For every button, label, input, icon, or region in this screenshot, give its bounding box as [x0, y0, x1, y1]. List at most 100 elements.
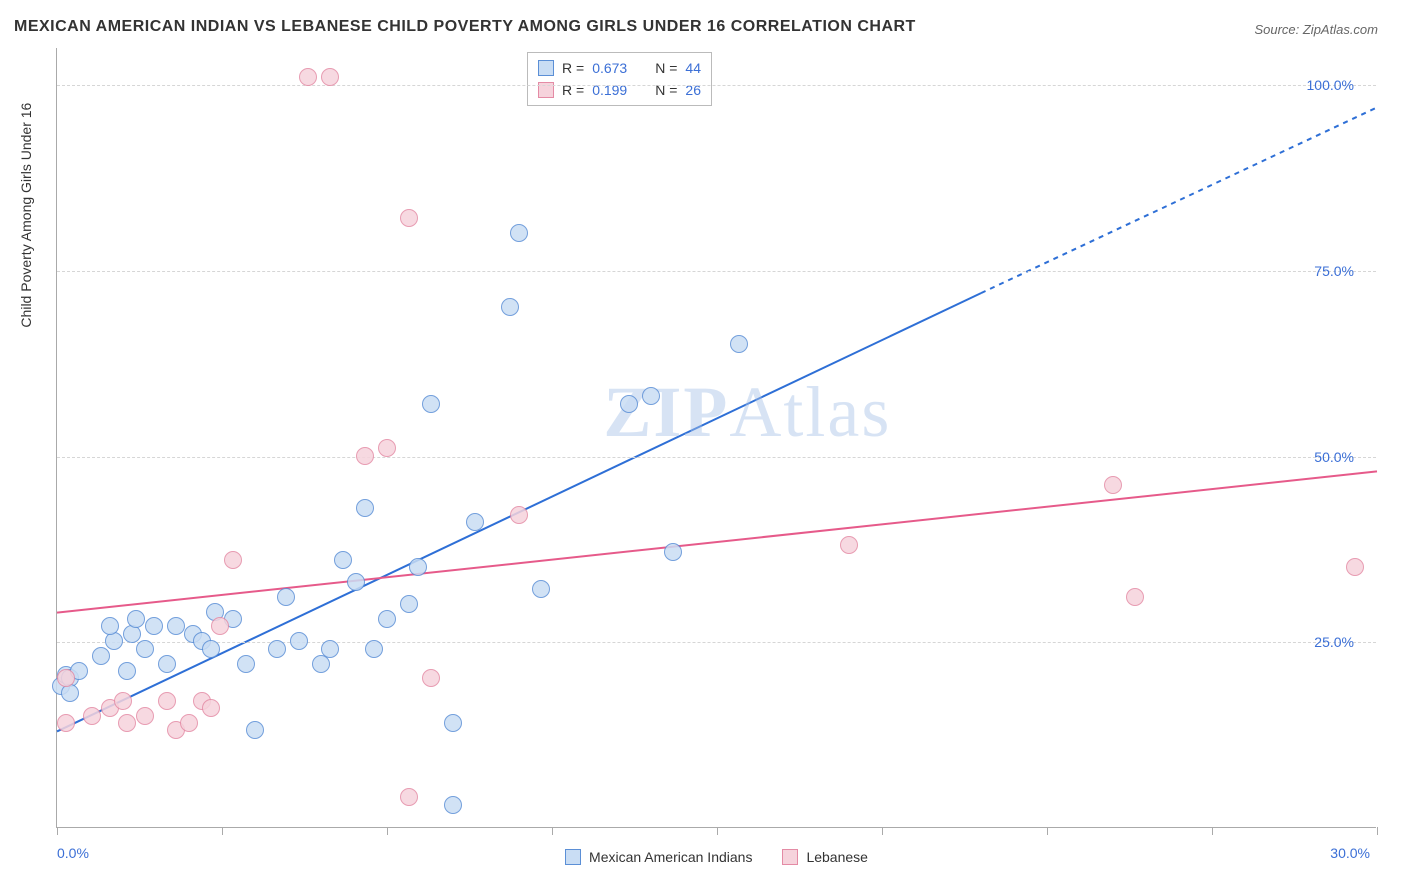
data-point — [1126, 588, 1144, 606]
data-point — [321, 640, 339, 658]
x-tick — [57, 827, 58, 835]
watermark: ZIPAtlas — [603, 371, 891, 454]
data-point — [840, 536, 858, 554]
data-point — [202, 699, 220, 717]
data-point — [356, 447, 374, 465]
chart-title: MEXICAN AMERICAN INDIAN VS LEBANESE CHIL… — [14, 18, 916, 36]
series-legend: Mexican American Indians Lebanese — [57, 849, 1376, 865]
data-point — [136, 707, 154, 725]
legend-row: R = 0.199 N = 26 — [538, 79, 701, 101]
data-point — [422, 395, 440, 413]
y-tick-label: 25.0% — [1314, 634, 1354, 650]
source-link[interactable]: ZipAtlas.com — [1303, 22, 1378, 37]
gridline — [57, 85, 1376, 86]
legend-item: Lebanese — [782, 849, 868, 865]
n-label: N = — [655, 79, 677, 101]
data-point — [167, 617, 185, 635]
data-point — [400, 788, 418, 806]
r-label: R = — [562, 57, 584, 79]
data-point — [400, 209, 418, 227]
data-point — [510, 506, 528, 524]
n-value: 44 — [685, 57, 701, 79]
data-point — [268, 640, 286, 658]
y-tick-label: 100.0% — [1307, 77, 1354, 93]
y-axis-label: Child Poverty Among Girls Under 16 — [18, 103, 34, 328]
legend-swatch — [565, 849, 581, 865]
data-point — [532, 580, 550, 598]
data-point — [83, 707, 101, 725]
x-tick — [1212, 827, 1213, 835]
correlation-legend: R = 0.673 N = 44 R = 0.199 N = 26 — [527, 52, 712, 106]
r-value: 0.673 — [592, 57, 627, 79]
x-tick — [1377, 827, 1378, 835]
x-tick — [1047, 827, 1048, 835]
data-point — [237, 655, 255, 673]
data-point — [378, 610, 396, 628]
r-label: R = — [562, 79, 584, 101]
data-point — [202, 640, 220, 658]
gridline — [57, 271, 1376, 272]
data-point — [57, 669, 75, 687]
data-point — [277, 588, 295, 606]
data-point — [211, 617, 229, 635]
data-point — [246, 721, 264, 739]
legend-item: Mexican American Indians — [565, 849, 752, 865]
data-point — [664, 543, 682, 561]
y-tick-label: 50.0% — [1314, 449, 1354, 465]
data-point — [642, 387, 660, 405]
data-point — [444, 714, 462, 732]
data-point — [299, 68, 317, 86]
data-point — [620, 395, 638, 413]
data-point — [290, 632, 308, 650]
x-tick — [882, 827, 883, 835]
data-point — [400, 595, 418, 613]
legend-row: R = 0.673 N = 44 — [538, 57, 701, 79]
x-tick — [717, 827, 718, 835]
data-point — [158, 655, 176, 673]
n-value: 26 — [685, 79, 701, 101]
data-point — [409, 558, 427, 576]
x-tick — [222, 827, 223, 835]
trend-lines — [57, 48, 1377, 828]
data-point — [224, 551, 242, 569]
data-point — [57, 714, 75, 732]
x-tick-label: 30.0% — [1330, 845, 1370, 861]
legend-label: Mexican American Indians — [589, 849, 752, 865]
data-point — [347, 573, 365, 591]
data-point — [510, 224, 528, 242]
data-point — [730, 335, 748, 353]
n-label: N = — [655, 57, 677, 79]
data-point — [501, 298, 519, 316]
data-point — [365, 640, 383, 658]
gridline — [57, 642, 1376, 643]
data-point — [118, 662, 136, 680]
data-point — [118, 714, 136, 732]
watermark-bold: ZIP — [603, 372, 729, 452]
data-point — [378, 439, 396, 457]
y-tick-label: 75.0% — [1314, 263, 1354, 279]
gridline — [57, 457, 1376, 458]
data-point — [444, 796, 462, 814]
data-point — [145, 617, 163, 635]
data-point — [1104, 476, 1122, 494]
legend-label: Lebanese — [806, 849, 868, 865]
data-point — [422, 669, 440, 687]
data-point — [136, 640, 154, 658]
data-point — [321, 68, 339, 86]
data-point — [127, 610, 145, 628]
legend-swatch — [782, 849, 798, 865]
x-tick-label: 0.0% — [57, 845, 89, 861]
data-point — [180, 714, 198, 732]
data-point — [466, 513, 484, 531]
plot-area: ZIPAtlas R =0.673N =44R =0.199N =26 Mexi… — [56, 48, 1376, 828]
source-attribution: Source: ZipAtlas.com — [1254, 22, 1378, 37]
data-point — [101, 617, 119, 635]
data-point — [92, 647, 110, 665]
legend-swatch — [538, 60, 554, 76]
data-point — [334, 551, 352, 569]
data-point — [356, 499, 374, 517]
source-prefix: Source: — [1254, 22, 1302, 37]
data-point — [114, 692, 132, 710]
x-tick — [552, 827, 553, 835]
r-value: 0.199 — [592, 79, 627, 101]
